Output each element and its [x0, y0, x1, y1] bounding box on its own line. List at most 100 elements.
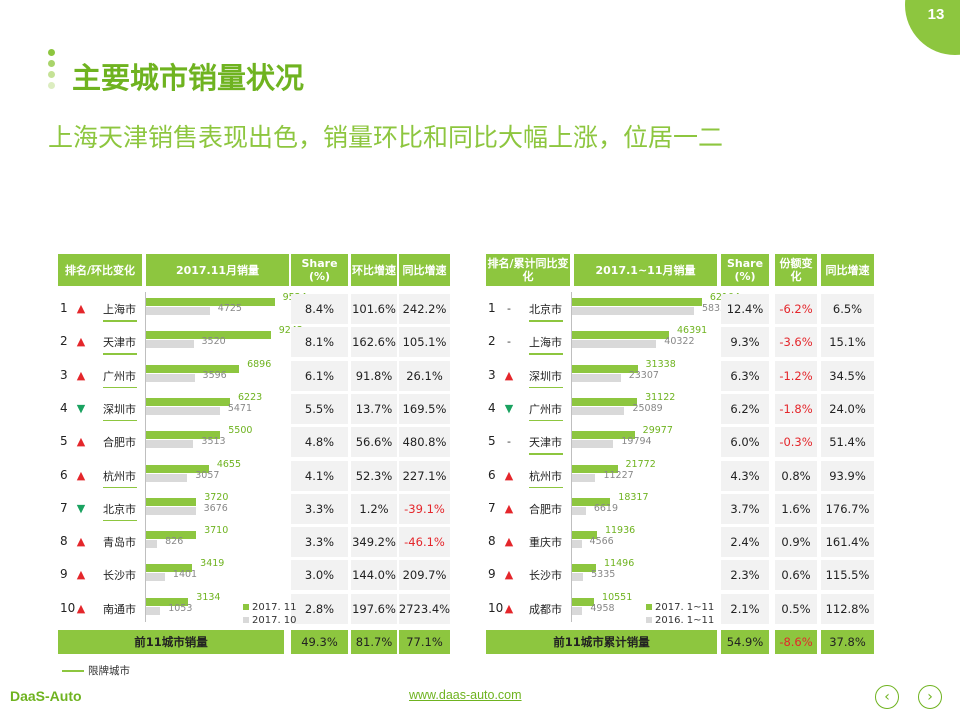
cell-c1: 0.5%	[775, 593, 817, 624]
total-c1: -8.6%	[775, 630, 817, 654]
bar-previous	[572, 573, 584, 582]
trend-up-icon: ▲	[76, 335, 86, 349]
city-name: 合肥市	[103, 436, 136, 450]
table-header-2: Share (%)	[291, 254, 348, 286]
bar-current-label: 6896	[247, 358, 272, 370]
bar-current	[146, 564, 193, 573]
bar-current	[572, 397, 638, 406]
city-name: 北京市	[529, 303, 562, 316]
page-subtitle: 上海天津销售表现出色，销量环比和同比大幅上涨，位居一二	[48, 123, 724, 152]
table-header-1: 2017.11月销量	[146, 254, 289, 286]
table-header-1: 2017.1~11月销量	[574, 254, 717, 286]
table-row: 7 ▼ 北京市 3720 3676 3.3% 1.2% -39.1%	[58, 492, 450, 524]
table-row: 5- 天津市 29977 19794 6.0% -0.3% 51.4%	[486, 425, 874, 458]
table-row: 3 ▲ 广州市 6896 3596 6.1% 91.8% 26.1%	[58, 358, 450, 391]
bar-previous	[146, 506, 196, 515]
bar-group: 95244725	[146, 292, 307, 324]
bar-group: 3134 1053	[146, 592, 281, 624]
cell-c2: 112.8%	[821, 593, 874, 624]
limited-city-underline	[103, 353, 137, 355]
trend-up-icon: ▲	[76, 601, 86, 615]
bar-current-label: 9242	[279, 325, 303, 336]
bar-group: 6896 3596	[146, 358, 281, 391]
bar-previous	[572, 540, 582, 549]
cell-c1: 56.6%	[351, 427, 397, 458]
bar-previous	[572, 307, 694, 315]
table-header-4: 同比增速	[399, 254, 450, 286]
cell-c1: -3.6%	[775, 327, 817, 358]
cell-c2: 93.9%	[821, 460, 874, 491]
trend-up-icon: ▲	[504, 568, 514, 582]
cell-c1: -1.2%	[775, 360, 817, 391]
table-header-3: 环比增速	[351, 254, 397, 286]
cell-share: 9.3%	[721, 327, 769, 358]
bar-axis	[571, 292, 572, 622]
bar-previous-label: 19794	[621, 436, 652, 448]
website-link[interactable]: www.daas-auto.com	[409, 688, 522, 702]
bar-current	[572, 597, 595, 606]
trend-up-icon: ▲	[76, 435, 86, 449]
bar-current-label: 29977	[642, 425, 673, 437]
city-name: 深圳市	[529, 369, 562, 383]
rank-number: 4	[60, 400, 68, 415]
rank-number: 8	[488, 534, 496, 549]
rank-number: 2	[60, 334, 68, 349]
limited-city-underline	[529, 453, 563, 455]
bar-current-label: 4655	[216, 458, 242, 470]
bar-current-label: 21772	[625, 458, 656, 470]
cell-c1: 144.0%	[351, 560, 397, 591]
table-row: 10 ▲ 成都市 10551 4958 2.1% 0.5% 112.8%	[486, 592, 874, 624]
limited-city-underline	[529, 320, 563, 322]
bar-previous-label: 3676	[203, 502, 228, 514]
table-row: 2- 上海市 46391 40322 9.3% -3.6% 15.1%	[486, 325, 874, 358]
cell-share: 6.2%	[721, 393, 769, 424]
table-row: 6 ▲ 杭州市 21772 11227 4.3% 0.8% 93.9%	[486, 458, 874, 491]
bar-current-label: 18317	[618, 491, 649, 503]
bar-previous	[146, 606, 161, 615]
cell-c2: 26.1%	[399, 360, 450, 391]
trend-down-icon: ▼	[504, 401, 514, 415]
table-row: 1 ▲ 上海市 952447258.4%101.6%242.2%	[58, 292, 450, 324]
trend-up-icon: ▲	[504, 468, 514, 482]
bar-previous-label: 58330	[701, 303, 733, 314]
cell-share: 4.3%	[721, 460, 769, 491]
cell-c1: 1.2%	[351, 493, 397, 524]
city-name: 杭州市	[103, 469, 136, 483]
bar-group: 4655 3057	[146, 458, 281, 491]
total-share: 54.9%	[721, 630, 769, 654]
next-page-button[interactable]: ›	[918, 685, 942, 709]
bar-current	[146, 331, 271, 340]
cell-c1: 0.6%	[775, 560, 817, 591]
legend-label: 2017. 11	[252, 602, 297, 613]
legend-label: 2017. 1~11	[655, 602, 715, 613]
cell-c1: -1.8%	[775, 393, 817, 424]
bar-group: 5500 3513	[146, 425, 281, 457]
cell-c2: -39.1%	[399, 493, 450, 524]
trend-up-icon: ▲	[504, 501, 514, 515]
trend-up-icon: ▲	[504, 535, 514, 549]
rank-number: 7	[488, 500, 496, 515]
prev-page-button[interactable]: ‹	[875, 685, 899, 709]
chevron-left-icon: ‹	[884, 689, 890, 705]
bar-previous	[572, 373, 621, 382]
bar-previous	[572, 473, 596, 482]
legend-item: 2017. 11	[243, 602, 297, 613]
limited-city-underline	[529, 386, 563, 389]
cell-share: 3.7%	[721, 493, 769, 524]
table-row: 1- 北京市 621045833012.4%-6.2%6.5%	[486, 292, 874, 324]
rank-number: 3	[60, 367, 68, 382]
bar-previous-label: 11227	[603, 469, 634, 481]
city-name: 深圳市	[103, 402, 136, 416]
bar-group: 46391 40322	[572, 325, 710, 357]
bar-previous-label: 4958	[590, 602, 615, 614]
daas-auto-logo: DaaS-Auto	[10, 688, 82, 704]
rank-number: 9	[488, 567, 496, 582]
cell-share: 6.3%	[721, 360, 769, 391]
table-header-0: 排名/环比变化	[58, 254, 142, 286]
city-name: 北京市	[103, 502, 136, 516]
bar-previous	[146, 473, 188, 482]
cell-share: 2.1%	[721, 593, 769, 624]
bar-previous	[572, 506, 586, 515]
trend-down-icon: ▼	[76, 501, 86, 515]
bar-previous-label: 40322	[664, 336, 695, 348]
